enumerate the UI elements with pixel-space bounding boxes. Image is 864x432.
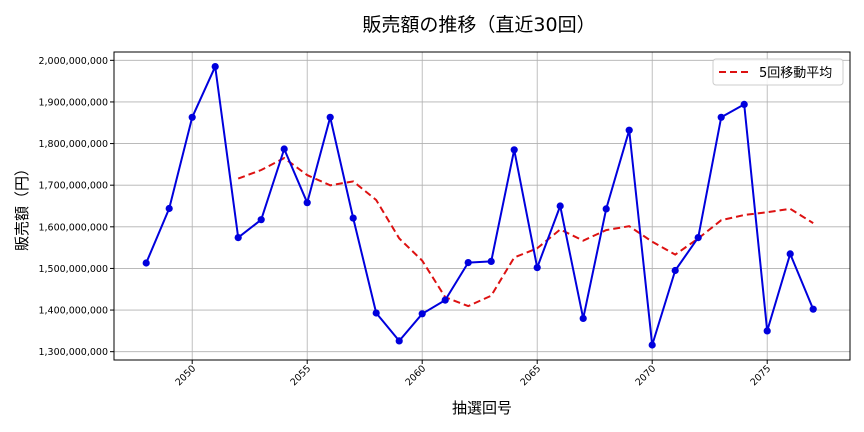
x-tick-label: 2055	[288, 363, 313, 388]
plot-area-frame	[113, 51, 851, 361]
data-point-marker	[602, 205, 610, 213]
data-point-marker	[648, 341, 656, 349]
data-point-marker	[257, 216, 265, 224]
sales-polyline	[145, 65, 815, 346]
data-point-marker	[763, 327, 771, 335]
data-point-marker	[579, 314, 587, 322]
moving-average-polyline	[237, 156, 814, 308]
data-point-marker	[165, 204, 173, 213]
y-tick-label: 1,700,000,000	[38, 181, 108, 192]
data-point-marker	[326, 113, 334, 121]
data-point-marker	[717, 113, 725, 121]
y-tick-label: 2,000,000,000	[38, 56, 108, 67]
data-point-marker	[280, 145, 288, 153]
x-axis-ticks: 2050 2055 2060 2065 2070 2075	[173, 360, 773, 388]
data-point-marker	[142, 259, 150, 267]
data-point-marker	[556, 202, 564, 210]
data-point-marker	[487, 257, 495, 265]
data-point-marker	[303, 199, 311, 207]
data-point-marker	[188, 113, 196, 121]
sales-line	[142, 63, 817, 349]
x-tick-label: 2050	[173, 363, 198, 388]
data-point-marker	[418, 310, 426, 318]
y-tick-label: 1,600,000,000	[38, 222, 108, 233]
x-tick-label: 2065	[518, 363, 543, 388]
y-tick-label: 1,900,000,000	[38, 97, 108, 108]
x-tick-label: 2060	[403, 363, 428, 388]
data-point-marker	[349, 214, 357, 222]
legend-label: 5回移動平均	[759, 66, 832, 81]
y-axis-ticks: 1,300,000,000 1,400,000,000 1,500,000,000 1…	[38, 56, 114, 358]
legend: 5回移動平均	[712, 58, 844, 86]
x-tick-label: 2075	[748, 363, 773, 388]
moving-average-line	[237, 156, 814, 308]
grid-lines	[114, 52, 850, 360]
y-tick-label: 1,800,000,000	[38, 139, 108, 150]
data-point-marker	[464, 259, 472, 267]
data-point-marker	[809, 305, 817, 313]
data-point-marker	[533, 264, 541, 272]
y-tick-label: 1,500,000,000	[38, 264, 108, 275]
legend-box	[712, 58, 844, 86]
data-point-marker	[234, 234, 242, 242]
data-point-marker	[211, 63, 219, 71]
x-tick-label: 2070	[633, 363, 658, 388]
x-axis-label: 抽選回号	[452, 399, 512, 417]
y-tick-label: 1,300,000,000	[38, 347, 108, 358]
data-point-marker	[441, 296, 449, 304]
data-point-marker	[395, 337, 403, 345]
data-point-marker	[372, 309, 380, 317]
y-axis-label: 販売額（円）	[13, 161, 31, 251]
data-point-marker	[625, 126, 633, 134]
data-point-marker	[510, 146, 518, 154]
data-point-marker	[740, 100, 748, 108]
y-tick-label: 1,400,000,000	[38, 306, 108, 317]
data-point-marker	[694, 234, 702, 242]
data-point-marker	[671, 266, 679, 275]
data-point-marker	[786, 250, 794, 258]
chart-title: 販売額の推移（直近30回）	[362, 14, 595, 36]
